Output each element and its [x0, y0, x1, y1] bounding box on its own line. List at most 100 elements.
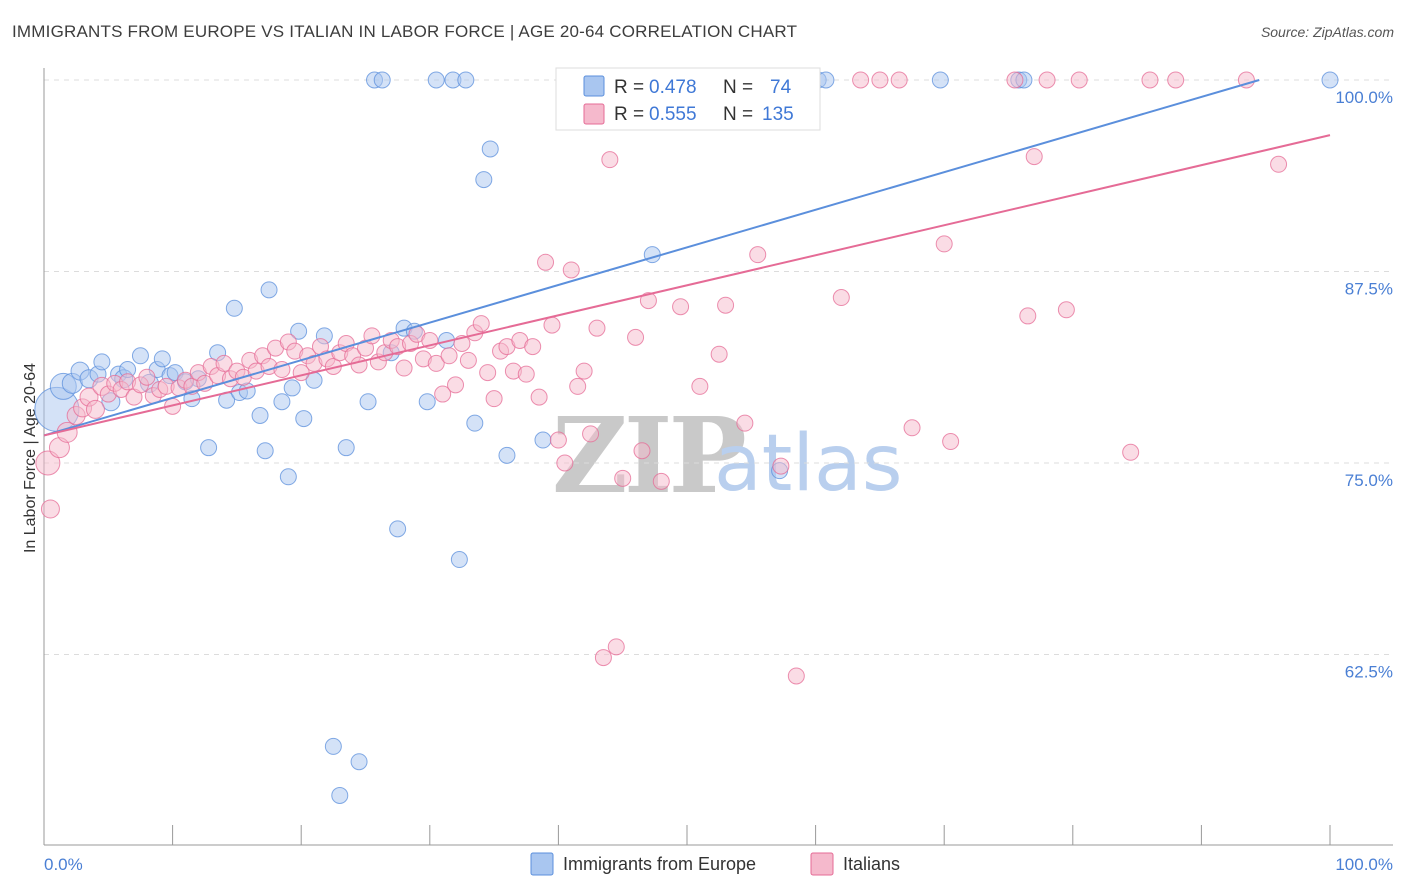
series-0-point-27	[256, 442, 274, 460]
stats-r-label-europe: R =	[614, 77, 644, 98]
series-1-point-110	[1019, 307, 1037, 325]
series-1-trendline	[43, 134, 1331, 437]
series-0-point-37	[331, 786, 349, 804]
series-legend: Immigrants from Europe Italians	[530, 852, 900, 876]
series-0-point-63	[931, 71, 949, 89]
y-tick-label-3: 62.5%	[1345, 663, 1393, 682]
series-0-trendline	[43, 79, 1260, 437]
series-1-point-69	[485, 390, 503, 408]
series-0-point-42	[373, 71, 391, 89]
stats-swatch-europe	[583, 75, 605, 97]
series-0-point-39	[350, 753, 368, 771]
series-1-point-79	[549, 431, 567, 449]
y-tick-label-2: 75.0%	[1345, 471, 1393, 490]
series-0-point-54	[475, 171, 493, 189]
series-1-point-7	[85, 399, 105, 419]
series-1-point-1	[40, 499, 60, 519]
series-1-point-96	[710, 345, 728, 363]
stats-r-value-europe: 0.478	[649, 77, 697, 98]
series-0-point-56	[498, 446, 516, 464]
stats-legend: R = 0.478 N = 74 R = 0.555 N = 135	[555, 67, 821, 131]
series-1-point-100	[772, 457, 790, 475]
y-tick-label-0: 100.0%	[1335, 88, 1393, 107]
series-0-point-32	[290, 322, 308, 340]
stats-n-value-europe: 74	[770, 77, 792, 98]
series-1-point-108	[942, 433, 960, 451]
series-1-point-48	[350, 356, 368, 374]
series-1-point-114	[1070, 71, 1088, 89]
stats-r-label-italians: R =	[614, 104, 644, 125]
series-1-point-93	[652, 472, 670, 490]
series-1-point-88	[607, 638, 625, 656]
y-tick-label-1: 87.5%	[1345, 280, 1393, 299]
series-1-point-92	[639, 292, 657, 310]
series-1-point-62	[440, 347, 458, 365]
series-1-point-0	[35, 450, 61, 476]
series-1-point-84	[582, 425, 600, 443]
series-1-point-63	[447, 376, 465, 394]
series-0-point-48	[427, 71, 445, 89]
series-1-point-116	[1141, 71, 1159, 89]
series-1-point-99	[749, 246, 767, 264]
series-1-point-89	[614, 469, 632, 487]
series-1-point-94	[672, 298, 690, 316]
series-0-point-53	[466, 414, 484, 432]
series-0-point-66	[1321, 71, 1339, 89]
series-1-point-67	[472, 315, 490, 333]
series-1-point-27	[215, 354, 233, 372]
series-0-point-36	[324, 737, 342, 755]
series-1-point-61	[434, 385, 452, 403]
legend-swatch-europe	[530, 852, 554, 876]
series-0-point-11	[131, 347, 149, 365]
watermark: ZIP atlas	[552, 394, 903, 517]
series-0-point-29	[273, 393, 291, 411]
series-1-point-60	[427, 354, 445, 372]
series-1-point-76	[530, 388, 548, 406]
series-1-point-103	[852, 71, 870, 89]
series-0-point-47	[418, 393, 436, 411]
series-1-point-106	[903, 419, 921, 437]
series-0-point-51	[450, 551, 468, 569]
series-1-point-75	[524, 338, 542, 356]
y-tick-labels: 100.0% 87.5% 75.0% 62.5%	[1335, 88, 1393, 682]
stats-n-value-italians: 135	[762, 104, 794, 125]
series-1-point-55	[395, 359, 413, 377]
watermark-zip: ZIP	[552, 394, 745, 517]
legend-swatch-italians	[810, 852, 834, 876]
series-1-point-82	[569, 377, 587, 395]
series-1-point-85	[588, 319, 606, 337]
series-0-point-38	[337, 439, 355, 457]
series-0-point-23	[225, 299, 243, 317]
series-1-point-86	[594, 649, 612, 667]
series-0-point-57	[534, 431, 552, 449]
series-1-point-109	[1006, 71, 1024, 89]
series-1-point-104	[871, 71, 889, 89]
series-1-point-102	[832, 289, 850, 307]
series-0-point-58	[643, 246, 661, 264]
x-tick-label-left: 0.0%	[44, 855, 83, 874]
series-1-point-68	[479, 364, 497, 382]
series-0-point-20	[200, 439, 218, 457]
series-0-point-44	[389, 520, 407, 538]
series-1-point-107	[935, 235, 953, 253]
series-1-point-111	[1025, 148, 1043, 166]
series-1-point-90	[627, 328, 645, 346]
series-0-point-26	[251, 407, 269, 425]
series-1-point-98	[736, 414, 754, 432]
series-1-point-91	[633, 442, 651, 460]
series-1-point-65	[459, 351, 477, 369]
series-0-point-52	[457, 71, 475, 89]
series-1-point-112	[1038, 71, 1056, 89]
series-0-point-14	[153, 350, 171, 368]
trend-layer	[43, 79, 1331, 437]
series-1-point-74	[517, 365, 535, 383]
series-1-point-101	[787, 667, 805, 685]
series-1-point-115	[1122, 443, 1140, 461]
legend-label-europe: Immigrants from Europe	[563, 854, 756, 874]
series-1-point-97	[717, 296, 735, 314]
series-1-point-105	[890, 71, 908, 89]
series-1-point-78	[543, 316, 561, 334]
series-1-point-87	[601, 151, 619, 169]
series-1-point-95	[691, 377, 709, 395]
